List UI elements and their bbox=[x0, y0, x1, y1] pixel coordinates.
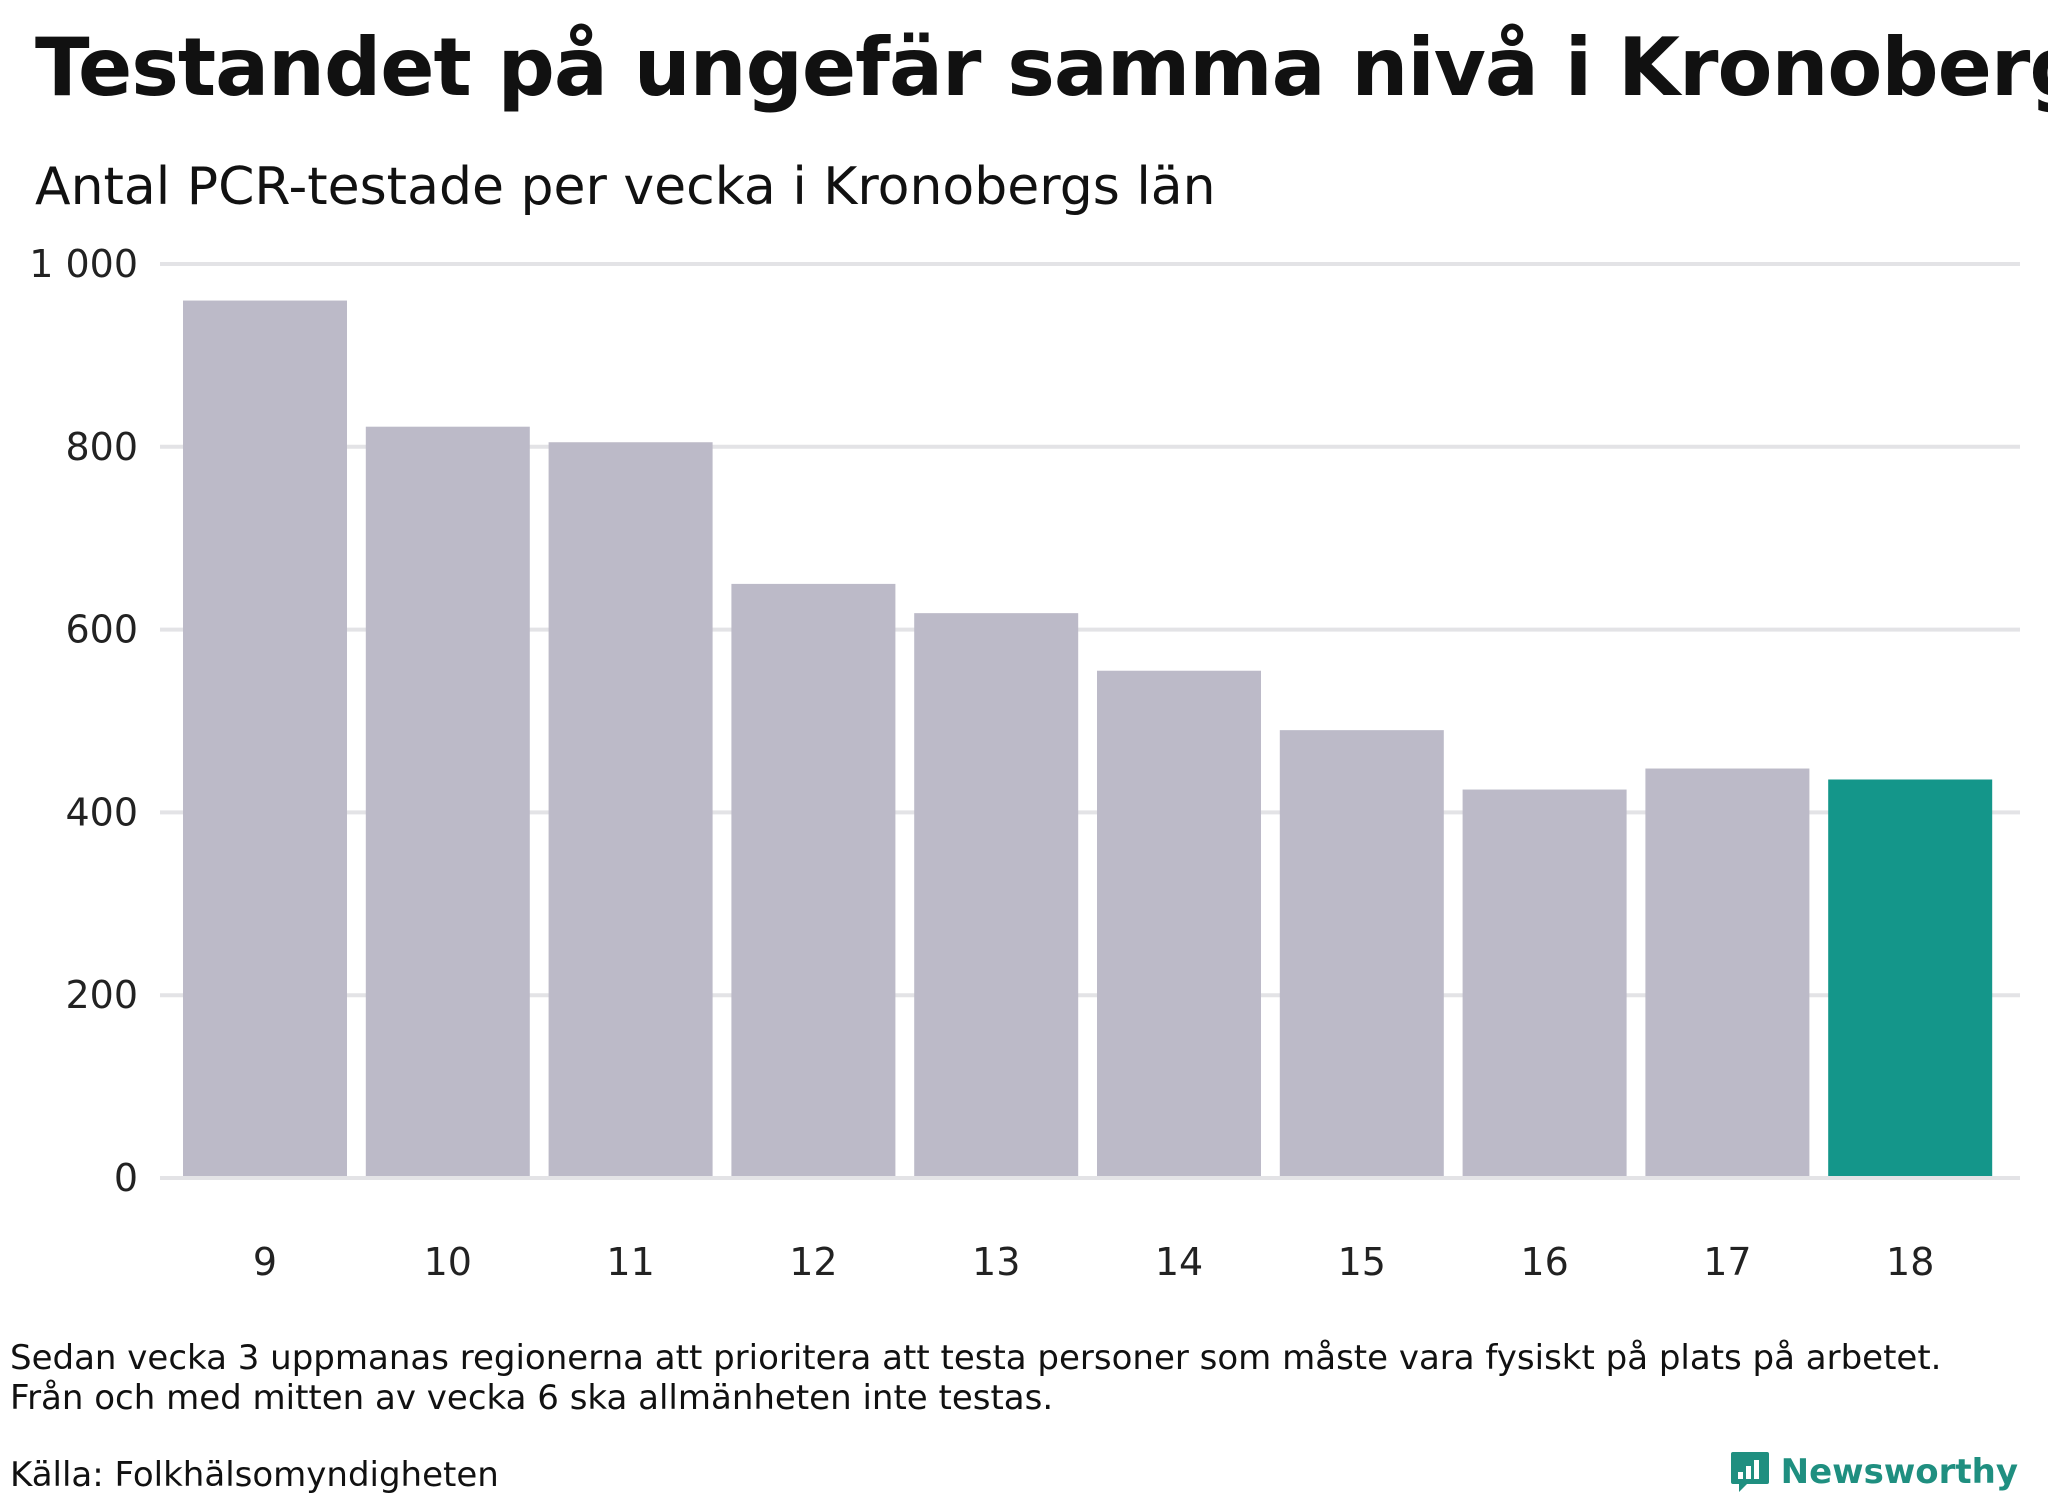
bar-week-12 bbox=[731, 583, 896, 1176]
y-tick-label: 200 bbox=[65, 973, 138, 1017]
bar-week-16 bbox=[1462, 789, 1627, 1176]
bar-week-18 bbox=[1828, 779, 1993, 1176]
bars bbox=[183, 300, 1993, 1177]
bar-week-9 bbox=[183, 300, 347, 1176]
footnote-line-2: Från och med mitten av vecka 6 ska allmä… bbox=[10, 1378, 1054, 1418]
x-tick-label: 14 bbox=[1155, 1240, 1203, 1284]
chart-subtitle: Antal PCR-testade per vecka i Kronobergs… bbox=[35, 157, 1216, 217]
x-tick-label: 10 bbox=[424, 1240, 472, 1284]
x-tick-label: 18 bbox=[1886, 1240, 1934, 1284]
source-credit: Källa: Folkhälsomyndigheten bbox=[10, 1455, 499, 1495]
chart-title: Testandet på ungefär samma nivå i Kronob… bbox=[35, 21, 2048, 114]
y-tick-label: 800 bbox=[65, 425, 138, 469]
bar-week-17 bbox=[1645, 768, 1810, 1176]
y-tick-label: 0 bbox=[114, 1156, 138, 1200]
y-tick-label: 1 000 bbox=[29, 242, 138, 286]
x-tick-label: 11 bbox=[606, 1240, 654, 1284]
bar-week-11 bbox=[548, 442, 713, 1177]
x-tick-label: 16 bbox=[1520, 1240, 1568, 1284]
bar-chart: 0 200 400 600 800 1 000 9 10 11 12 13 14 15 16 17 18 bbox=[29, 242, 2020, 1284]
bar-week-14 bbox=[1097, 670, 1261, 1176]
x-axis-tick-labels: 9 10 11 12 13 14 15 16 17 18 bbox=[253, 1240, 1934, 1284]
x-tick-label: 9 bbox=[253, 1240, 277, 1284]
footnote: Sedan vecka 3 uppmanas regionerna att pr… bbox=[10, 1338, 2030, 1418]
y-axis-tick-labels: 0 200 400 600 800 1 000 bbox=[29, 242, 138, 1200]
y-tick-label: 400 bbox=[65, 790, 138, 834]
bar-chart-speech-bubble-icon bbox=[1730, 1452, 1769, 1492]
x-tick-label: 13 bbox=[972, 1240, 1020, 1284]
bar-week-13 bbox=[914, 613, 1079, 1176]
x-tick-label: 12 bbox=[789, 1240, 837, 1284]
x-tick-label: 15 bbox=[1338, 1240, 1386, 1284]
y-tick-label: 600 bbox=[65, 608, 138, 652]
bar-week-15 bbox=[1279, 730, 1444, 1176]
brand-name: Newsworthy bbox=[1780, 1452, 2018, 1492]
x-tick-label: 17 bbox=[1703, 1240, 1751, 1284]
bar-week-10 bbox=[365, 426, 530, 1176]
newsworthy-logo: Newsworthy bbox=[1729, 1450, 2018, 1494]
footnote-line-1: Sedan vecka 3 uppmanas regionerna att pr… bbox=[10, 1338, 1942, 1378]
